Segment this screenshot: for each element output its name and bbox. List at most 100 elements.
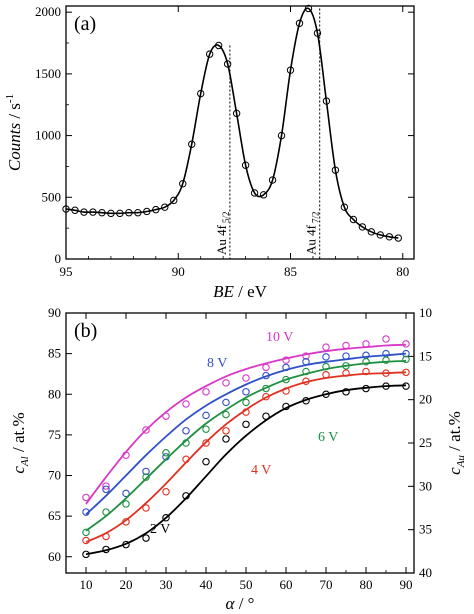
data-point <box>322 362 330 371</box>
data-point <box>202 425 210 433</box>
data-point <box>382 356 390 364</box>
spectrum-point <box>268 176 277 184</box>
x-tick-label-b: 60 <box>280 577 293 592</box>
x-axis-label-b: α / ° <box>226 594 255 613</box>
data-point <box>242 388 250 396</box>
data-point <box>382 369 390 377</box>
x-tick-label-b: 80 <box>360 577 373 592</box>
spectrum-point <box>188 140 196 148</box>
spectrum-point <box>250 189 259 197</box>
y-tick-label-a: 1000 <box>35 128 61 143</box>
spectrum-point <box>358 223 367 231</box>
data-point <box>82 493 90 502</box>
data-point <box>282 402 290 411</box>
spectrum-point <box>98 209 106 217</box>
x-tick-label-b: 10 <box>80 577 93 592</box>
x-tick-label-a: 85 <box>284 264 297 279</box>
data-point <box>242 420 250 429</box>
spectrum-point <box>179 180 187 188</box>
data-point <box>102 482 110 490</box>
data-point <box>322 390 330 398</box>
series-label: 8 V <box>207 356 227 371</box>
fit-line <box>85 343 407 505</box>
y-tick-label-b: 65 <box>48 508 61 523</box>
series-label: 6 V <box>318 430 338 445</box>
panel-label-b: (b) <box>74 320 97 342</box>
y-axis-label-quantity: c <box>9 466 28 474</box>
spectrum-point <box>259 191 268 199</box>
spectrum-line <box>65 7 399 239</box>
data-point <box>122 518 130 526</box>
data-point <box>222 398 230 407</box>
fit-line <box>85 352 407 516</box>
spectrum-point <box>223 60 232 68</box>
data-point <box>222 435 230 443</box>
y-axis-label-exponent: -1 <box>4 94 16 103</box>
peak-annotation-subscript: 5/2 <box>221 212 231 224</box>
plot-frame-b <box>65 312 415 574</box>
x-axis-label-unit: / ° <box>234 594 254 613</box>
x-tick-label-b: 70 <box>320 577 333 592</box>
data-point <box>362 357 370 366</box>
data-point <box>402 340 410 348</box>
data-point <box>282 375 290 384</box>
data-point <box>182 492 190 500</box>
data-point <box>322 353 330 361</box>
data-point <box>182 455 190 463</box>
data-point <box>322 343 330 351</box>
spectrum-point <box>286 66 295 74</box>
data-point <box>402 355 410 364</box>
data-point <box>142 504 150 512</box>
panel-label-a: (a) <box>74 13 96 35</box>
y-axis-label-unit: / at.% <box>9 412 28 456</box>
x-tick-label-a: 95 <box>60 264 73 279</box>
data-point <box>222 410 230 419</box>
data-point <box>182 427 190 435</box>
spectrum-point <box>71 206 79 214</box>
y-axis-label-b: cAl / at.% <box>9 412 31 473</box>
y-axis-label-subscript: Al <box>19 456 31 467</box>
spectrum-point <box>313 29 322 37</box>
data-point <box>362 384 370 393</box>
fit-line <box>85 360 407 532</box>
spectrum-point <box>322 97 331 105</box>
data-point <box>402 349 410 358</box>
data-point <box>262 371 270 380</box>
data-point <box>302 396 310 405</box>
y2-tick-label-b: 15 <box>419 348 432 363</box>
data-point <box>122 451 130 459</box>
y-tick-label-b: 80 <box>48 386 61 401</box>
data-point <box>302 377 310 385</box>
data-point <box>402 368 410 377</box>
data-point <box>82 528 90 537</box>
x-axis-label-a: BE / eV <box>213 282 268 301</box>
data-point <box>142 467 150 476</box>
y-axis-label-a: Counts / s-1 <box>4 94 24 171</box>
panel-a: 95 90 85 80 0 500 1000 1500 2000 BE / eV Counts / … <box>4 4 415 301</box>
data-point <box>302 352 310 360</box>
x-tick-label-b: 50 <box>240 577 253 592</box>
data-point <box>282 387 290 395</box>
y-tick-label-b: 75 <box>48 427 61 442</box>
y-tick-label-a: 1500 <box>35 66 61 81</box>
data-point <box>222 379 230 387</box>
y-tick-label-b: 90 <box>48 305 61 320</box>
y2-axis-label-subscript: Au <box>455 455 467 469</box>
spectrum-point <box>232 109 241 118</box>
spectrum-point <box>394 234 402 242</box>
y-axis-label-unit: / s <box>5 103 24 123</box>
data-point <box>302 357 310 366</box>
spectrum-point <box>125 209 133 217</box>
y2-tick-label-b: 20 <box>419 392 432 407</box>
fit-line <box>85 384 407 556</box>
y2-tick-label-b: 40 <box>419 565 432 580</box>
spectrum-point <box>304 4 313 13</box>
spectrum-point <box>80 208 88 216</box>
data-point <box>142 473 150 481</box>
y2-tick-label-b: 35 <box>419 522 432 537</box>
data-point <box>342 369 350 377</box>
peak-annotation: Au 4f5/2 <box>214 212 231 255</box>
x-tick-label-b: 90 <box>400 577 413 592</box>
y-tick-label-b: 60 <box>48 549 61 564</box>
spectrum-point <box>161 203 169 211</box>
